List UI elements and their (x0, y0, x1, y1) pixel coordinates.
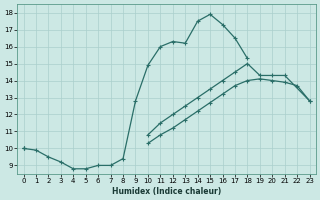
X-axis label: Humidex (Indice chaleur): Humidex (Indice chaleur) (112, 187, 221, 196)
